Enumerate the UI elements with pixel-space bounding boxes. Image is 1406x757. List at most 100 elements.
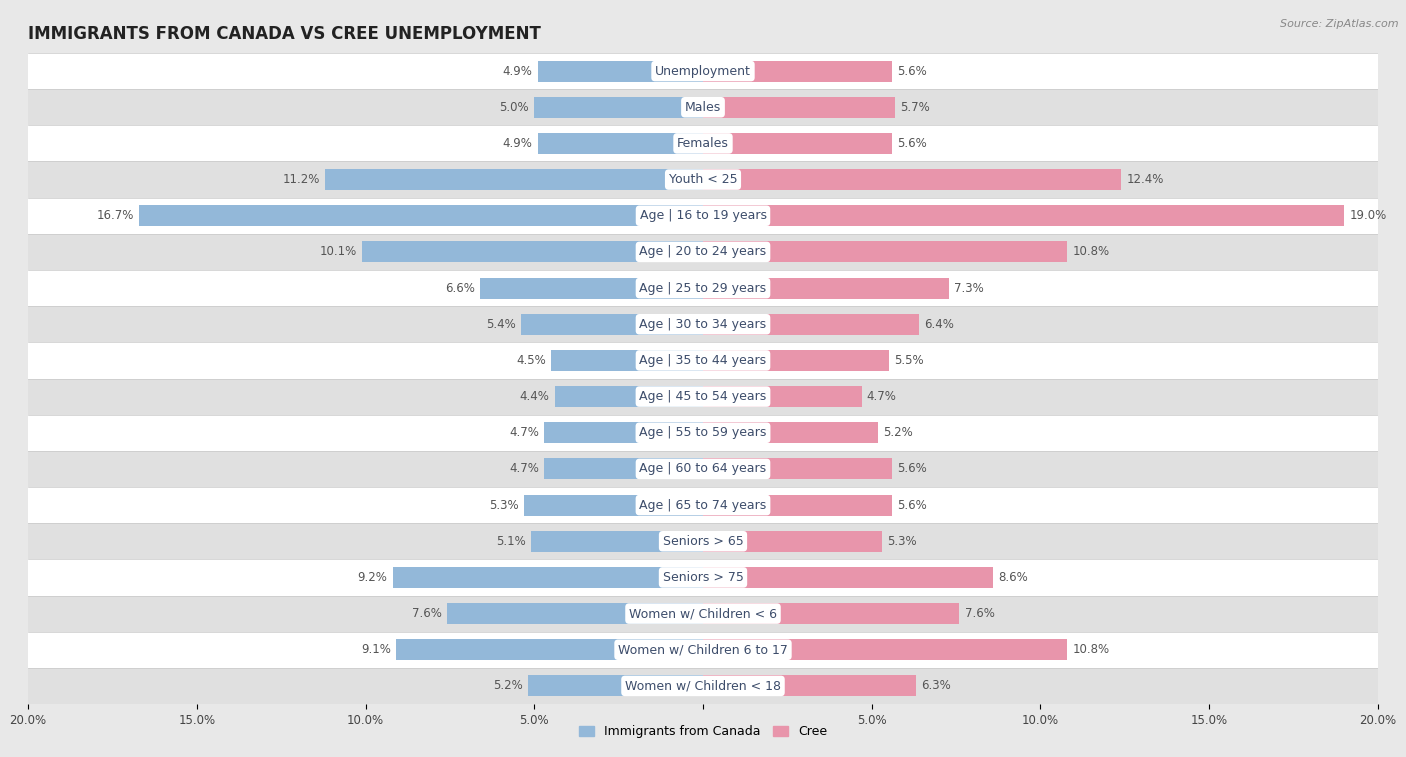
Bar bbox=[396, 639, 703, 660]
Bar bbox=[28, 342, 1378, 378]
Bar bbox=[28, 596, 1378, 631]
Bar bbox=[28, 270, 1378, 306]
Bar bbox=[703, 241, 1067, 263]
Text: 5.3%: 5.3% bbox=[489, 499, 519, 512]
Bar bbox=[544, 459, 703, 479]
Text: 6.6%: 6.6% bbox=[446, 282, 475, 294]
Bar bbox=[447, 603, 703, 624]
Text: 5.6%: 5.6% bbox=[897, 499, 927, 512]
Bar bbox=[28, 415, 1378, 451]
Bar bbox=[139, 205, 703, 226]
Text: Age | 35 to 44 years: Age | 35 to 44 years bbox=[640, 354, 766, 367]
Bar bbox=[531, 531, 703, 552]
Text: 7.6%: 7.6% bbox=[412, 607, 441, 620]
Bar bbox=[524, 494, 703, 516]
Text: 16.7%: 16.7% bbox=[97, 209, 135, 223]
Bar bbox=[527, 675, 703, 696]
Bar bbox=[544, 422, 703, 444]
Text: 10.8%: 10.8% bbox=[1073, 245, 1109, 258]
Text: Women w/ Children < 18: Women w/ Children < 18 bbox=[626, 680, 780, 693]
Bar bbox=[551, 350, 703, 371]
Text: 5.2%: 5.2% bbox=[492, 680, 523, 693]
Text: 9.2%: 9.2% bbox=[357, 571, 388, 584]
Text: 8.6%: 8.6% bbox=[998, 571, 1028, 584]
Bar bbox=[703, 675, 915, 696]
Bar bbox=[703, 350, 889, 371]
Text: Age | 60 to 64 years: Age | 60 to 64 years bbox=[640, 463, 766, 475]
Text: 6.3%: 6.3% bbox=[921, 680, 950, 693]
Bar bbox=[28, 523, 1378, 559]
Text: 5.3%: 5.3% bbox=[887, 534, 917, 548]
Bar bbox=[28, 234, 1378, 270]
Text: Age | 55 to 59 years: Age | 55 to 59 years bbox=[640, 426, 766, 439]
Text: 5.7%: 5.7% bbox=[900, 101, 931, 114]
Bar bbox=[703, 459, 891, 479]
Text: 4.9%: 4.9% bbox=[503, 64, 533, 77]
Bar bbox=[537, 133, 703, 154]
Text: 10.1%: 10.1% bbox=[321, 245, 357, 258]
Bar bbox=[703, 639, 1067, 660]
Text: 4.5%: 4.5% bbox=[516, 354, 546, 367]
Text: 5.2%: 5.2% bbox=[883, 426, 914, 439]
Text: 5.6%: 5.6% bbox=[897, 463, 927, 475]
Legend: Immigrants from Canada, Cree: Immigrants from Canada, Cree bbox=[574, 721, 832, 743]
Bar bbox=[28, 306, 1378, 342]
Text: Age | 25 to 29 years: Age | 25 to 29 years bbox=[640, 282, 766, 294]
Text: 5.5%: 5.5% bbox=[894, 354, 924, 367]
Text: Age | 16 to 19 years: Age | 16 to 19 years bbox=[640, 209, 766, 223]
Text: 10.8%: 10.8% bbox=[1073, 643, 1109, 656]
Text: Youth < 25: Youth < 25 bbox=[669, 173, 737, 186]
Bar bbox=[28, 161, 1378, 198]
Bar bbox=[703, 97, 896, 118]
Bar bbox=[28, 631, 1378, 668]
Bar bbox=[392, 567, 703, 588]
Text: 12.4%: 12.4% bbox=[1126, 173, 1164, 186]
Text: 5.6%: 5.6% bbox=[897, 64, 927, 77]
Text: Males: Males bbox=[685, 101, 721, 114]
Bar bbox=[363, 241, 703, 263]
Bar bbox=[703, 603, 959, 624]
Bar bbox=[28, 487, 1378, 523]
Bar bbox=[554, 386, 703, 407]
Text: Age | 20 to 24 years: Age | 20 to 24 years bbox=[640, 245, 766, 258]
Bar bbox=[28, 559, 1378, 596]
Bar bbox=[703, 531, 882, 552]
Text: 4.7%: 4.7% bbox=[866, 390, 897, 403]
Bar bbox=[703, 567, 993, 588]
Text: 6.4%: 6.4% bbox=[924, 318, 953, 331]
Text: Women w/ Children < 6: Women w/ Children < 6 bbox=[628, 607, 778, 620]
Bar bbox=[703, 169, 1122, 190]
Bar bbox=[703, 278, 949, 298]
Text: 9.1%: 9.1% bbox=[361, 643, 391, 656]
Bar bbox=[481, 278, 703, 298]
Text: 5.1%: 5.1% bbox=[496, 534, 526, 548]
Text: 5.0%: 5.0% bbox=[499, 101, 529, 114]
Bar bbox=[520, 313, 703, 335]
Bar bbox=[537, 61, 703, 82]
Bar bbox=[28, 53, 1378, 89]
Bar bbox=[28, 89, 1378, 126]
Bar bbox=[28, 126, 1378, 161]
Bar bbox=[703, 61, 891, 82]
Text: 4.7%: 4.7% bbox=[509, 463, 540, 475]
Text: IMMIGRANTS FROM CANADA VS CREE UNEMPLOYMENT: IMMIGRANTS FROM CANADA VS CREE UNEMPLOYM… bbox=[28, 25, 541, 43]
Text: 7.6%: 7.6% bbox=[965, 607, 994, 620]
Text: Seniors > 65: Seniors > 65 bbox=[662, 534, 744, 548]
Bar bbox=[703, 422, 879, 444]
Text: Women w/ Children 6 to 17: Women w/ Children 6 to 17 bbox=[619, 643, 787, 656]
Text: 4.7%: 4.7% bbox=[509, 426, 540, 439]
Bar bbox=[703, 133, 891, 154]
Text: 19.0%: 19.0% bbox=[1350, 209, 1386, 223]
Text: 4.9%: 4.9% bbox=[503, 137, 533, 150]
Text: Unemployment: Unemployment bbox=[655, 64, 751, 77]
Text: Females: Females bbox=[678, 137, 728, 150]
Bar bbox=[703, 205, 1344, 226]
Text: 5.4%: 5.4% bbox=[486, 318, 516, 331]
Text: Age | 30 to 34 years: Age | 30 to 34 years bbox=[640, 318, 766, 331]
Bar bbox=[703, 386, 862, 407]
Bar bbox=[28, 451, 1378, 487]
Text: Age | 45 to 54 years: Age | 45 to 54 years bbox=[640, 390, 766, 403]
Text: 11.2%: 11.2% bbox=[283, 173, 321, 186]
Bar bbox=[534, 97, 703, 118]
Text: 5.6%: 5.6% bbox=[897, 137, 927, 150]
